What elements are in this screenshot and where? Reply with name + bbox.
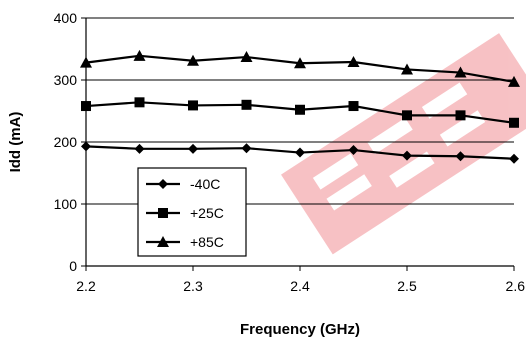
- data-point-+25C-2.4: [295, 104, 305, 115]
- legend-label-+85C: +85C: [190, 234, 224, 250]
- data-point-+85C-2.6: [508, 75, 520, 87]
- data-point--40C-2.55: [455, 151, 466, 162]
- data-point--40C-2.4: [295, 147, 305, 158]
- x-tick-label-2.2: 2.2: [76, 278, 96, 294]
- series--40C: [81, 141, 519, 164]
- x-axis-title: Frequency (GHz): [240, 321, 360, 338]
- x-tick-label-2.5: 2.5: [397, 278, 417, 294]
- data-point--40C-2.35: [241, 143, 252, 154]
- data-point-+25C-2.3: [188, 100, 198, 111]
- y-tick-label-400: 400: [54, 10, 78, 26]
- x-tick-labels: 2.2 2.3 2.4 2.5 2.6: [76, 278, 525, 294]
- data-point--40C-2.3: [188, 143, 198, 154]
- y-tick-label-300: 300: [54, 72, 78, 88]
- data-point--40C-2.6: [509, 153, 519, 164]
- data-point-+85C-2.25: [133, 49, 146, 61]
- data-point-+25C-2.6: [509, 117, 519, 128]
- data-point--40C-2.25: [134, 143, 145, 154]
- legend-marker-triangle: [157, 236, 169, 247]
- data-point-+85C-2.2: [80, 56, 92, 68]
- y-axis-title: Idd (mA): [7, 112, 24, 173]
- data-point-+85C-2.5: [401, 63, 413, 75]
- data-point--40C-2.45: [348, 145, 359, 156]
- data-point-+25C-2.55: [455, 110, 466, 121]
- legend-item-+85C: +85C: [146, 234, 224, 250]
- data-point--40C-2.2: [81, 141, 91, 152]
- data-point--40C-2.5: [402, 150, 412, 161]
- data-point-+25C-2.45: [348, 101, 359, 112]
- y-tick-label-100: 100: [54, 196, 78, 212]
- legend-label-+25C: +25C: [190, 205, 224, 221]
- legend-marker-square: [158, 208, 168, 218]
- x-tick-label-2.3: 2.3: [183, 278, 203, 294]
- y-tick-label-0: 0: [69, 258, 77, 274]
- data-point-+25C-2.5: [402, 110, 412, 121]
- legend: -40C +25C +85C: [137, 167, 247, 257]
- data-point-+85C-2.55: [454, 66, 467, 78]
- legend-label--40C: -40C: [190, 176, 220, 192]
- data-point-+85C-2.35: [240, 51, 253, 63]
- data-point-+25C-2.2: [81, 101, 91, 112]
- data-point-+85C-2.45: [347, 56, 360, 68]
- legend-item--40C: -40C: [146, 176, 220, 192]
- series-+85C: [80, 49, 520, 87]
- y-tick-label-200: 200: [54, 134, 78, 150]
- data-point-+25C-2.25: [134, 97, 145, 108]
- x-tick-label-2.6: 2.6: [506, 278, 526, 294]
- watermark-logo: [281, 33, 526, 255]
- y-tick-labels: 0 100 200 300 400: [54, 10, 78, 274]
- series-+25C: [81, 97, 519, 128]
- legend-marker-diamond: [158, 179, 168, 189]
- data-point-+25C-2.35: [241, 99, 252, 110]
- x-tick-label-2.4: 2.4: [290, 278, 310, 294]
- data-point-+85C-2.3: [187, 54, 199, 66]
- series-layer: [80, 49, 520, 164]
- data-point-+85C-2.4: [294, 57, 306, 69]
- legend-item-+25C: +25C: [146, 205, 224, 221]
